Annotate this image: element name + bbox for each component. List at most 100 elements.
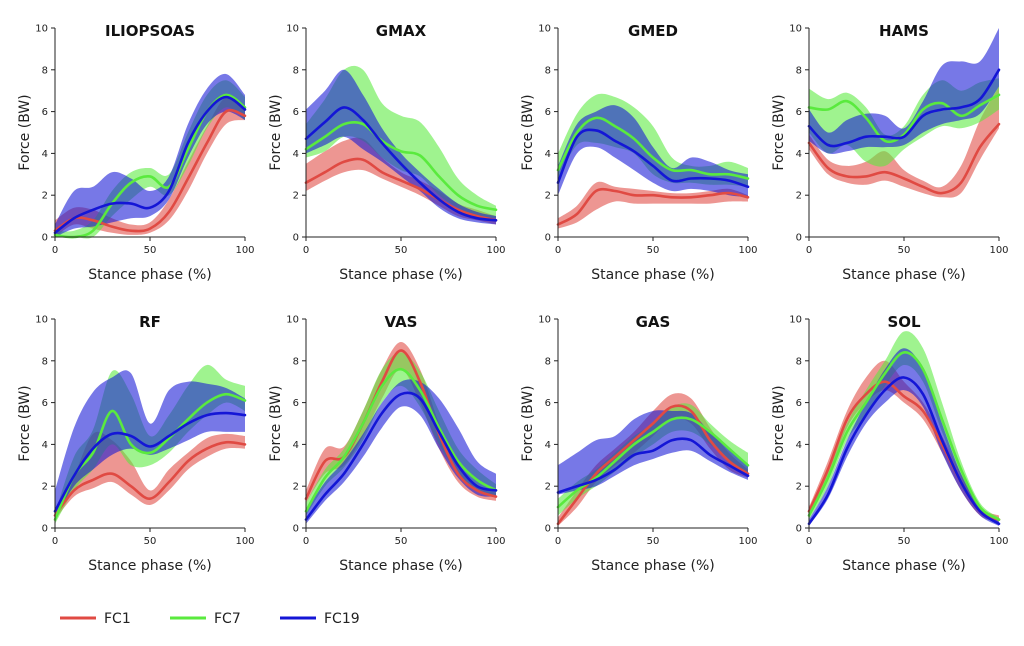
y-tick-label: 6 xyxy=(545,107,551,118)
y-tick-label: 4 xyxy=(293,440,299,451)
x-tick-label: 0 xyxy=(303,245,309,256)
y-tick-label: 0 xyxy=(796,233,802,244)
x-tick-label: 50 xyxy=(144,536,157,547)
legend-label: FC7 xyxy=(214,611,241,627)
y-tick-label: 6 xyxy=(293,107,299,118)
mean-line-fc19 xyxy=(807,68,1001,148)
x-axis-label: Stance phase (%) xyxy=(591,267,715,283)
x-tick-label: 100 xyxy=(235,536,254,547)
mean-line-fc7 xyxy=(807,93,1001,144)
x-tick-label: 0 xyxy=(806,245,812,256)
y-tick-label: 0 xyxy=(796,524,802,535)
x-tick-label: 50 xyxy=(395,245,408,256)
panel-title: HAMS xyxy=(879,22,929,40)
x-tick-label: 100 xyxy=(235,245,254,256)
y-tick-label: 4 xyxy=(545,149,551,160)
x-tick-label: 100 xyxy=(738,245,757,256)
y-tick-label: 6 xyxy=(545,398,551,409)
x-axis-label: Stance phase (%) xyxy=(88,558,212,574)
x-axis-label: Stance phase (%) xyxy=(842,558,966,574)
x-tick-label: 0 xyxy=(555,536,561,547)
x-tick-label: 50 xyxy=(395,536,408,547)
y-tick-label: 8 xyxy=(293,356,299,367)
y-tick-label: 4 xyxy=(796,149,802,160)
y-axis-label: Force (BW) xyxy=(268,94,284,170)
x-tick-label: 50 xyxy=(647,536,660,547)
x-tick-label: 0 xyxy=(52,245,58,256)
mean-line-fc19 xyxy=(53,411,247,513)
y-tick-label: 2 xyxy=(42,482,48,493)
y-tick-label: 8 xyxy=(796,356,802,367)
legend-item-fc1: FC1 xyxy=(60,611,131,627)
x-tick-label: 100 xyxy=(738,536,757,547)
panel-title: RF xyxy=(139,313,161,331)
y-axis-label: Force (BW) xyxy=(520,385,536,461)
y-tick-label: 10 xyxy=(538,315,551,326)
mean-line-fc1 xyxy=(304,349,498,500)
y-tick-label: 6 xyxy=(796,107,802,118)
x-tick-label: 0 xyxy=(555,245,561,256)
x-tick-label: 0 xyxy=(303,536,309,547)
mean-line-fc1 xyxy=(304,157,498,222)
y-tick-label: 6 xyxy=(293,398,299,409)
y-tick-label: 8 xyxy=(545,65,551,76)
mean-line-fc19 xyxy=(304,106,498,222)
mean-line-fc7 xyxy=(556,116,750,180)
band-fc19 xyxy=(809,28,999,154)
y-tick-label: 2 xyxy=(796,482,802,493)
x-tick-label: 100 xyxy=(989,536,1008,547)
x-tick-label: 100 xyxy=(989,245,1008,256)
mean-line-fc19 xyxy=(807,376,1001,526)
band-fc1 xyxy=(558,181,748,229)
band-fc19 xyxy=(55,370,245,518)
panel-title: SOL xyxy=(887,313,921,331)
panel-title: GAS xyxy=(636,313,671,331)
x-tick-label: 100 xyxy=(486,536,505,547)
x-axis-label: Stance phase (%) xyxy=(591,558,715,574)
panel-title: GMED xyxy=(628,22,678,40)
y-tick-label: 2 xyxy=(293,482,299,493)
y-axis-label: Force (BW) xyxy=(17,94,33,170)
y-tick-label: 6 xyxy=(42,107,48,118)
y-tick-label: 10 xyxy=(538,24,551,35)
band-fc19 xyxy=(306,69,496,225)
y-axis-label: Force (BW) xyxy=(17,385,33,461)
y-axis-label: Force (BW) xyxy=(771,94,787,170)
y-axis-label: Force (BW) xyxy=(268,385,284,461)
y-tick-label: 2 xyxy=(293,191,299,202)
band-fc7 xyxy=(809,331,999,522)
y-tick-label: 4 xyxy=(545,440,551,451)
mean-line-fc19 xyxy=(53,95,247,235)
mean-line-fc1 xyxy=(53,440,247,517)
panel-title: ILIOPSOAS xyxy=(105,22,195,40)
y-tick-label: 8 xyxy=(545,356,551,367)
x-tick-label: 50 xyxy=(898,245,911,256)
x-axis-label: Stance phase (%) xyxy=(339,267,463,283)
legend-label: FC1 xyxy=(104,611,131,627)
x-tick-label: 0 xyxy=(806,536,812,547)
legend-label: FC19 xyxy=(324,611,360,627)
mean-line-fc1 xyxy=(556,187,750,226)
band-fc19 xyxy=(558,105,748,198)
mean-line-fc1 xyxy=(53,108,247,233)
y-tick-label: 8 xyxy=(293,65,299,76)
mean-line-fc7 xyxy=(807,351,1001,521)
band-fc1 xyxy=(809,360,999,522)
y-tick-label: 10 xyxy=(286,24,299,35)
x-tick-label: 0 xyxy=(52,536,58,547)
legend: FC1 FC7 FC19 xyxy=(60,611,360,627)
y-tick-label: 2 xyxy=(796,191,802,202)
mean-line-fc7 xyxy=(304,367,498,513)
panel-title: VAS xyxy=(384,313,417,331)
y-tick-label: 4 xyxy=(796,440,802,451)
mean-line-fc7 xyxy=(53,392,247,521)
band-fc1 xyxy=(809,86,999,198)
y-tick-label: 0 xyxy=(545,524,551,535)
